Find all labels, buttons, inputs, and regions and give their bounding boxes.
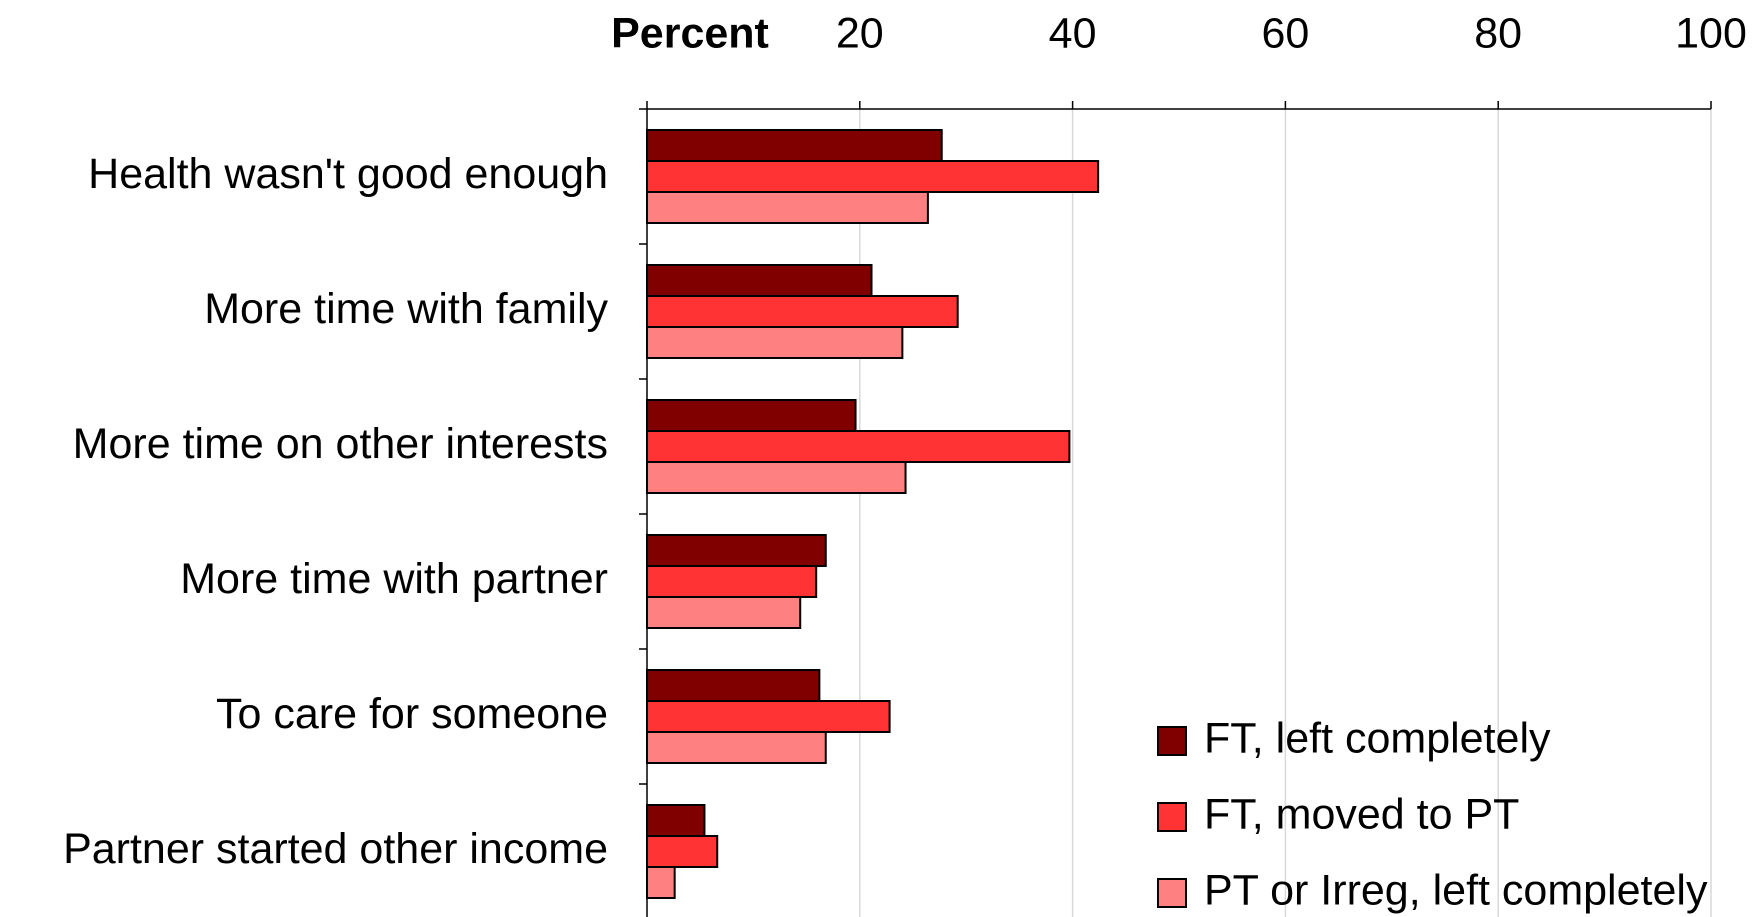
bar bbox=[646, 399, 857, 432]
bar bbox=[646, 129, 943, 162]
bar bbox=[646, 596, 802, 629]
legend-label: PT or Irreg, left completely bbox=[1204, 866, 1708, 914]
legend-swatch bbox=[1157, 726, 1187, 756]
bar bbox=[646, 804, 706, 837]
bar bbox=[646, 731, 827, 764]
y-tick-label: Partner started other income bbox=[63, 825, 608, 873]
legend-swatch bbox=[1157, 802, 1187, 832]
bar bbox=[646, 461, 907, 494]
bar bbox=[646, 565, 818, 598]
y-tick-label: Health wasn't good enough bbox=[88, 150, 608, 198]
x-tick-label: 60 bbox=[1261, 9, 1309, 57]
bar bbox=[646, 700, 891, 733]
legend-label: FT, left completely bbox=[1204, 714, 1551, 762]
bar bbox=[646, 669, 821, 702]
bar bbox=[646, 430, 1071, 463]
bar bbox=[646, 326, 904, 359]
bar bbox=[646, 264, 873, 297]
x-tick-label: 80 bbox=[1474, 9, 1522, 57]
x-tick-label: 20 bbox=[836, 9, 884, 57]
x-tick-label: 40 bbox=[1049, 9, 1097, 57]
x-tick-label: 100 bbox=[1675, 9, 1747, 57]
y-tick-label: More time on other interests bbox=[73, 420, 608, 468]
legend-swatch bbox=[1157, 878, 1187, 908]
bar bbox=[646, 534, 827, 567]
bar bbox=[646, 160, 1100, 193]
bar bbox=[646, 835, 719, 868]
bar bbox=[646, 866, 676, 899]
y-tick-label: To care for someone bbox=[216, 690, 608, 738]
y-tick-label: More time with family bbox=[204, 285, 608, 333]
bar bbox=[646, 295, 959, 328]
x-axis-label: Percent bbox=[611, 9, 769, 57]
bar bbox=[646, 191, 929, 224]
legend-label: FT, moved to PT bbox=[1204, 790, 1519, 838]
y-tick-label: More time with partner bbox=[180, 555, 608, 603]
